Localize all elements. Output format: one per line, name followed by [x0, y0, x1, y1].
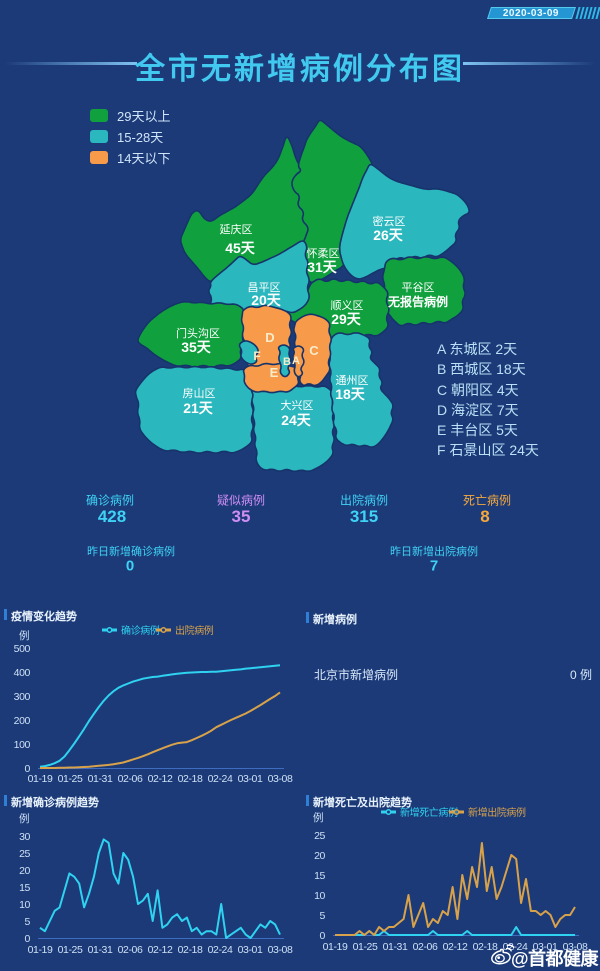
svg-text:平谷区: 平谷区 — [402, 281, 435, 294]
svg-text:例: 例 — [313, 811, 323, 824]
svg-text:01-31: 01-31 — [88, 773, 113, 785]
svg-text:02-12: 02-12 — [148, 773, 173, 785]
svg-text:大兴区: 大兴区 — [281, 398, 314, 412]
svg-text:B: B — [283, 356, 291, 368]
svg-text:01-19: 01-19 — [28, 944, 53, 956]
svg-text:新增死亡病例: 新增死亡病例 — [400, 806, 458, 819]
svg-text:02-06: 02-06 — [413, 941, 438, 953]
svg-text:03-01: 03-01 — [238, 944, 263, 956]
svg-text:F: F — [253, 349, 260, 363]
svg-text:02-18: 02-18 — [473, 941, 498, 953]
svg-text:01-31: 01-31 — [383, 941, 408, 953]
svg-text:例: 例 — [19, 629, 29, 642]
svg-text:02-12: 02-12 — [148, 944, 173, 956]
svg-text:顺义区: 顺义区 — [331, 299, 364, 312]
svg-text:300: 300 — [14, 691, 31, 703]
svg-text:02-12: 02-12 — [443, 941, 468, 953]
svg-text:E: E — [270, 365, 279, 380]
svg-text:18天: 18天 — [335, 386, 366, 402]
svg-text:20: 20 — [314, 850, 325, 862]
svg-text:100: 100 — [14, 739, 31, 751]
svg-text:门头沟区: 门头沟区 — [176, 326, 220, 340]
svg-text:01-31: 01-31 — [88, 944, 113, 956]
svg-text:02-18: 02-18 — [178, 944, 203, 956]
svg-text:无报告病例: 无报告病例 — [387, 294, 448, 309]
svg-text:例: 例 — [19, 812, 29, 825]
svg-text:出院病例: 出院病例 — [175, 624, 214, 637]
svg-text:02-06: 02-06 — [118, 944, 143, 956]
svg-text:02-24: 02-24 — [208, 944, 233, 956]
svg-text:26天: 26天 — [373, 227, 404, 243]
svg-text:200: 200 — [14, 715, 31, 727]
svg-text:5: 5 — [320, 910, 326, 922]
svg-text:400: 400 — [14, 667, 31, 679]
svg-text:02-24: 02-24 — [208, 773, 233, 785]
svg-text:10: 10 — [19, 899, 30, 911]
svg-text:01-25: 01-25 — [58, 944, 83, 956]
svg-text:A: A — [292, 355, 300, 367]
svg-text:0: 0 — [25, 763, 31, 775]
svg-text:15: 15 — [314, 870, 325, 882]
svg-text:21天: 21天 — [183, 400, 214, 416]
svg-text:确诊病例: 确诊病例 — [121, 624, 160, 637]
svg-text:新增出院病例: 新增出院病例 — [468, 806, 526, 819]
svg-text:房山区: 房山区 — [183, 387, 216, 400]
svg-text:15: 15 — [19, 882, 30, 894]
svg-text:24天: 24天 — [281, 412, 312, 428]
svg-text:20天: 20天 — [251, 292, 282, 308]
svg-text:03-01: 03-01 — [533, 941, 558, 953]
svg-text:02-18: 02-18 — [178, 773, 203, 785]
svg-text:D: D — [265, 330, 274, 345]
svg-text:02-24: 02-24 — [503, 941, 528, 953]
svg-text:01-25: 01-25 — [58, 773, 83, 785]
svg-text:0: 0 — [320, 930, 326, 942]
svg-text:01-25: 01-25 — [353, 941, 378, 953]
svg-text:通州区: 通州区 — [336, 374, 369, 387]
svg-text:0: 0 — [25, 933, 31, 945]
svg-text:25: 25 — [19, 848, 30, 860]
svg-text:延庆区: 延庆区 — [220, 222, 253, 236]
svg-text:35天: 35天 — [181, 339, 212, 355]
svg-text:03-08: 03-08 — [563, 941, 588, 953]
svg-text:03-08: 03-08 — [268, 773, 293, 785]
svg-text:01-19: 01-19 — [28, 773, 53, 785]
svg-text:500: 500 — [14, 643, 31, 655]
svg-text:02-06: 02-06 — [118, 773, 143, 785]
svg-text:30: 30 — [19, 831, 30, 843]
svg-text:昌平区: 昌平区 — [248, 281, 281, 294]
svg-text:5: 5 — [25, 916, 31, 928]
svg-text:密云区: 密云区 — [373, 214, 406, 228]
svg-text:31天: 31天 — [307, 259, 338, 275]
svg-text:03-08: 03-08 — [268, 944, 293, 956]
svg-text:20: 20 — [19, 865, 30, 877]
svg-text:10: 10 — [314, 890, 325, 902]
svg-text:01-19: 01-19 — [323, 941, 348, 953]
svg-text:25: 25 — [314, 830, 325, 842]
svg-text:怀柔区: 怀柔区 — [307, 247, 340, 260]
svg-text:C: C — [309, 343, 319, 358]
svg-text:03-01: 03-01 — [238, 773, 263, 785]
svg-text:29天: 29天 — [331, 311, 362, 327]
svg-text:45天: 45天 — [225, 240, 256, 256]
